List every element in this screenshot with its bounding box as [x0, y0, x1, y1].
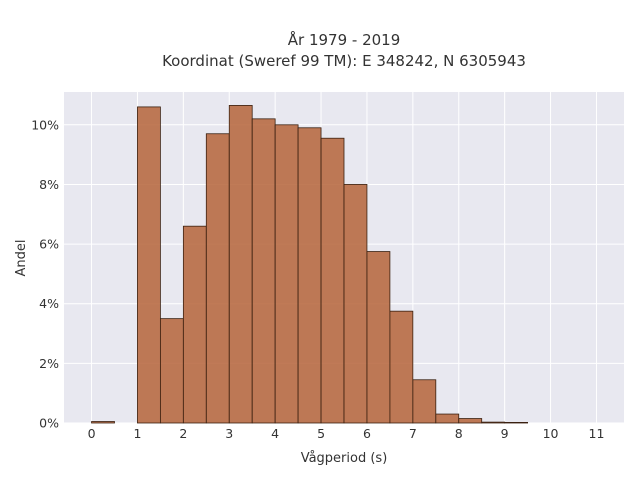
histogram-bar: [228, 105, 253, 424]
chart-title: År 1979 - 2019: [288, 30, 401, 49]
x-tick-label: 9: [501, 426, 509, 441]
histogram-bar: [435, 413, 460, 424]
x-tick-label: 5: [317, 426, 325, 441]
y-axis-label: Andel: [14, 240, 29, 277]
y-tick-label: 6%: [39, 237, 59, 252]
y-tick-label: 10%: [31, 117, 59, 132]
histogram-bar: [274, 124, 299, 424]
x-tick-label: 7: [409, 426, 417, 441]
x-tick-labels: 0 1 2 3 4 5 6 7 8 9 10 11: [88, 426, 605, 441]
y-tick-label: 0%: [39, 416, 59, 431]
histogram-bar: [91, 421, 115, 424]
histogram-bar: [137, 106, 161, 424]
histogram-bar: [320, 137, 345, 424]
x-tick-label: 8: [455, 426, 463, 441]
histogram-bar: [205, 133, 230, 424]
x-axis-label: Vågperiod (s): [301, 451, 388, 466]
x-tick-label: 6: [363, 426, 371, 441]
x-tick-label: 3: [225, 426, 233, 441]
x-tick-label: 2: [179, 426, 187, 441]
histogram-bar: [458, 418, 483, 424]
histogram-bar: [389, 310, 414, 424]
histogram-bar: [251, 118, 276, 424]
bars: [91, 105, 529, 424]
histogram-bar: [297, 127, 322, 424]
histogram-bar: [412, 379, 437, 424]
x-tick-label: 0: [88, 426, 96, 441]
histogram-bar: [504, 422, 529, 424]
histogram-bar: [481, 421, 506, 424]
chart-subtitle: Koordinat (Sweref 99 TM): E 348242, N 63…: [162, 52, 526, 70]
y-tick-labels: 0% 2% 4% 6% 8% 10%: [31, 117, 59, 430]
histogram-bar: [366, 251, 391, 424]
x-tick-label: 10: [543, 426, 559, 441]
x-tick-label: 1: [133, 426, 141, 441]
histogram-bar: [343, 184, 368, 424]
y-tick-label: 8%: [39, 177, 59, 192]
x-tick-label: 4: [271, 426, 279, 441]
histogram-bar: [159, 318, 184, 424]
y-tick-label: 2%: [39, 356, 59, 371]
histogram-bar: [182, 225, 207, 424]
x-tick-label: 11: [589, 426, 605, 441]
y-tick-label: 4%: [39, 296, 59, 311]
